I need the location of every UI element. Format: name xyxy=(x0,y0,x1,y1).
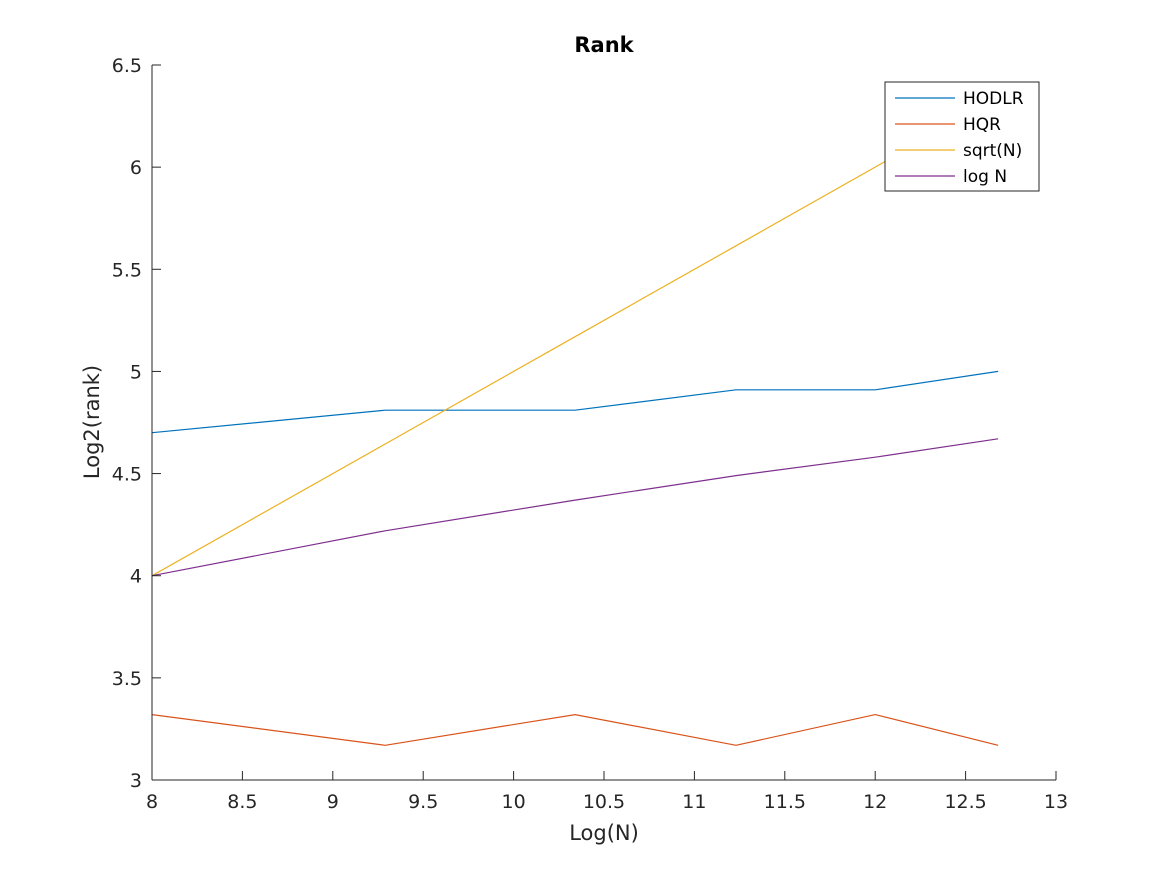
legend-box xyxy=(884,81,1040,192)
series-line-hqr xyxy=(152,713,999,746)
y-tick-label: 4.5 xyxy=(112,464,142,486)
series-line-hodlr xyxy=(152,370,999,434)
x-tick-label: 8.5 xyxy=(227,791,257,813)
chart-title: Rank xyxy=(574,33,634,57)
x-tick-label: 12.5 xyxy=(944,791,986,813)
y-tick-label: 3 xyxy=(130,770,142,792)
y-tick-label: 4 xyxy=(130,566,142,588)
legend-entry-label: HQR xyxy=(963,115,1001,135)
y-ticks: 3 3.5 4 4.5 5 5.5 6 6.5 xyxy=(112,55,161,792)
x-ticks: 8 8.5 9 9.5 10 10.5 11 11.5 12 12.5 13 xyxy=(146,771,1068,813)
y-tick-label: 5.5 xyxy=(112,259,142,281)
x-tick-label: 13 xyxy=(1044,791,1068,813)
x-tick-label: 11.5 xyxy=(764,791,806,813)
x-tick-label: 11 xyxy=(682,791,706,813)
x-tick-label: 9 xyxy=(327,791,339,813)
series-line-log-n xyxy=(152,438,999,577)
x-tick-label: 10 xyxy=(502,791,526,813)
y-tick-label: 6.5 xyxy=(112,55,142,77)
x-tick-label: 9.5 xyxy=(408,791,438,813)
x-tick-label: 12 xyxy=(863,791,887,813)
legend-entry-label: log N xyxy=(963,167,1007,187)
legend-entry-label: sqrt(N) xyxy=(963,141,1022,161)
legend-entry-label: HODLR xyxy=(963,89,1024,109)
y-tick-label: 5 xyxy=(130,361,142,383)
legend: HODLR HQR sqrt(N) log N xyxy=(884,81,1040,192)
x-tick-label: 10.5 xyxy=(583,791,625,813)
y-tick-label: 3.5 xyxy=(112,668,142,690)
y-axis-label: Log2(rank) xyxy=(80,365,104,479)
x-tick-label: 8 xyxy=(146,791,158,813)
x-axis-label: Log(N) xyxy=(569,821,639,845)
y-tick-label: 6 xyxy=(130,157,142,179)
